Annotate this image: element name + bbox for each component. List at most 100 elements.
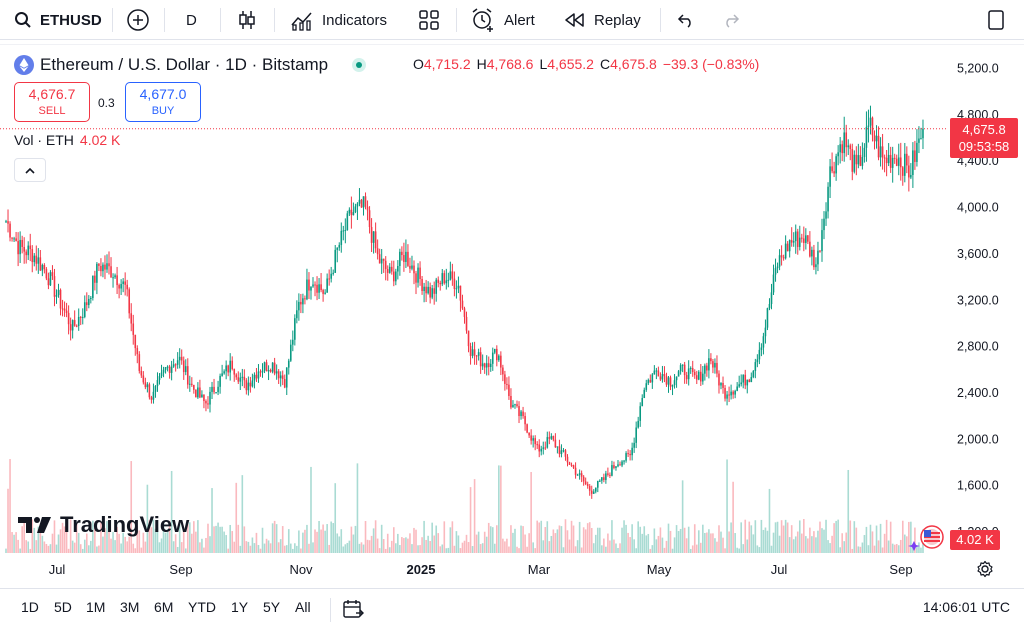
volume-bar	[312, 542, 314, 553]
candle-body	[330, 273, 332, 279]
volume-bar	[100, 521, 102, 553]
events-flag-icon[interactable]	[908, 524, 948, 552]
buy-button[interactable]: 4,677.0 BUY	[125, 82, 201, 122]
candle-body	[687, 368, 690, 380]
volume-bar	[805, 536, 807, 553]
fullscreen-button[interactable]	[986, 0, 1006, 40]
volume-bar	[364, 521, 367, 553]
alert-button[interactable]: Alert	[470, 0, 535, 40]
chart-pane[interactable]: 5,200.0 4,800.0 4,400.0 4,000.0 3,600.0 3,200…	[0, 44, 1024, 584]
candle-body	[467, 330, 470, 347]
volume-bar	[629, 537, 631, 553]
chart-type-button[interactable]	[236, 0, 258, 40]
range-button-all[interactable]: All	[295, 599, 311, 615]
candle-body	[510, 395, 512, 408]
range-button-5y[interactable]: 5Y	[263, 599, 281, 615]
volume-bar	[308, 543, 310, 553]
volume-bar	[201, 538, 203, 553]
axis-settings-button[interactable]	[976, 560, 996, 580]
date-range-button[interactable]	[342, 598, 364, 625]
last-price-label: 4,675.8 09:53:58	[950, 118, 1018, 158]
candle-body	[708, 358, 710, 371]
volume-bar	[740, 522, 742, 553]
volume-bar	[90, 540, 92, 553]
candle-body	[225, 365, 227, 372]
symbol-search-button[interactable]: ETHUSD	[14, 0, 102, 40]
volume-bar	[352, 534, 355, 553]
symbol-title[interactable]: Ethereum / U.S. Dollar · 1D · Bitstamp	[40, 55, 329, 74]
candle-body	[831, 166, 833, 172]
candle-body	[294, 318, 296, 340]
range-button-ytd[interactable]: YTD	[188, 599, 216, 615]
collapse-legend-button[interactable]	[14, 158, 46, 182]
candle-body	[344, 229, 347, 231]
volume-bar	[13, 534, 15, 553]
candle-body	[259, 371, 262, 373]
candle-body	[366, 206, 369, 211]
price-chart[interactable]: 5,200.04,800.04,400.04,000.03,600.03,200…	[0, 44, 1024, 584]
utc-clock[interactable]: 14:06:01 UTC	[922, 599, 1010, 615]
candle-body	[714, 362, 716, 368]
range-button-6m[interactable]: 6M	[154, 599, 174, 615]
candle-body	[312, 284, 314, 287]
undo-button[interactable]	[677, 0, 695, 40]
candle-body	[447, 279, 450, 281]
range-button-5d[interactable]: 5D	[54, 599, 72, 615]
candle-body	[716, 362, 718, 374]
price-axis-tick: 3,600.0	[957, 247, 999, 261]
volume-bar	[160, 538, 163, 553]
candle-body	[453, 278, 456, 289]
candle-body	[839, 144, 841, 153]
candle-body	[734, 390, 736, 395]
candle-body	[827, 186, 829, 212]
volume-bar	[342, 546, 345, 553]
volume-bar	[659, 527, 662, 553]
candle-body	[780, 255, 783, 258]
candle-body	[487, 363, 490, 368]
time-axis-tick: May	[647, 562, 672, 577]
range-button-1d[interactable]: 1D	[21, 599, 39, 615]
indicators-button[interactable]: Indicators	[290, 0, 387, 40]
time-axis-tick: 2025	[407, 562, 436, 577]
time-axis-tick: Jul	[49, 562, 66, 577]
layouts-button[interactable]	[418, 0, 440, 40]
candle-body	[691, 368, 694, 372]
sell-button[interactable]: 4,676.7 SELL	[14, 82, 90, 122]
volume-bar	[219, 526, 221, 553]
redo-button[interactable]	[722, 0, 740, 40]
candle-body	[237, 377, 240, 382]
volume-bar	[390, 540, 393, 553]
range-button-1y[interactable]: 1Y	[231, 599, 249, 615]
candle-body	[599, 480, 601, 482]
volume-bar	[223, 531, 225, 553]
candle-body	[609, 474, 611, 476]
volume-bar	[304, 529, 306, 553]
volume-bar	[225, 535, 227, 553]
volume-bar	[395, 543, 397, 553]
candle-body	[546, 437, 549, 448]
candle-body	[376, 248, 379, 255]
volume-bar	[457, 535, 460, 553]
volume-bar	[617, 547, 619, 553]
candle-body	[67, 312, 70, 325]
range-button-1m[interactable]: 1M	[86, 599, 106, 615]
candle-body	[358, 199, 361, 204]
volume-bar	[199, 542, 201, 553]
redo-icon	[726, 14, 740, 28]
candle-body	[815, 264, 817, 268]
volume-bar	[168, 520, 171, 553]
volume-bar	[530, 472, 532, 553]
volume-bar	[53, 520, 56, 553]
interval-button[interactable]: D	[186, 0, 197, 40]
replay-button[interactable]: Replay	[564, 0, 641, 40]
candle-body	[33, 255, 36, 263]
volume-bar	[914, 527, 916, 553]
tradingview-logo[interactable]: TradingView	[18, 512, 189, 538]
range-button-3m[interactable]: 3M	[120, 599, 140, 615]
candle-body	[386, 269, 389, 273]
compare-symbol-button[interactable]	[126, 0, 150, 40]
volume-bar	[712, 533, 714, 553]
change-value: −39.3 (−0.83%)	[662, 56, 760, 72]
candle-body	[738, 384, 740, 387]
volume-bar	[94, 522, 96, 553]
